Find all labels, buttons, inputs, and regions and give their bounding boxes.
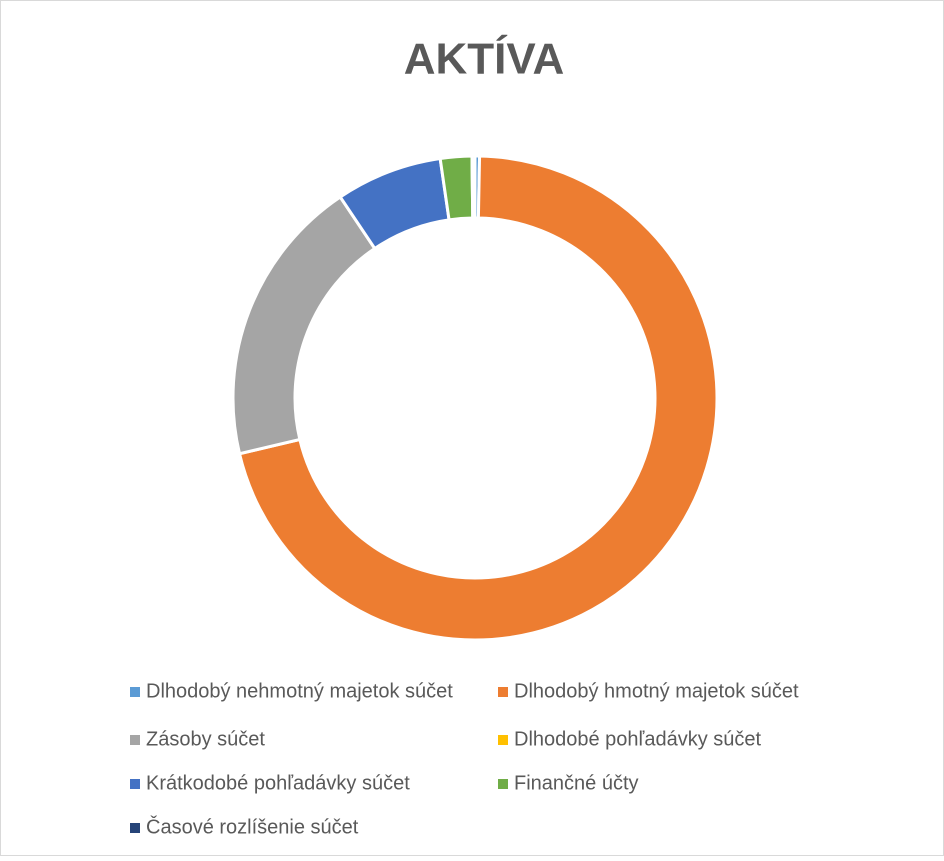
legend-label: Krátkodobé pohľadávky súčet xyxy=(146,772,410,794)
legend-marker xyxy=(498,735,508,745)
donut-segment xyxy=(470,154,477,220)
legend-label: Časové rozlíšenie súčet xyxy=(146,815,359,838)
chart-title: AKTÍVA xyxy=(404,34,565,84)
legend-marker xyxy=(130,779,140,789)
legend-label: Dlhodobé pohľadávky súčet xyxy=(514,728,762,750)
legend-marker xyxy=(130,687,140,697)
donut-segment xyxy=(237,154,719,642)
legend-marker xyxy=(130,735,140,745)
legend-label: Dlhodobý hmotný majetok súčet xyxy=(514,680,799,702)
legend-label: Dlhodobý nehmotný majetok súčet xyxy=(146,680,453,702)
legend-marker xyxy=(498,779,508,789)
legend-marker xyxy=(498,687,508,697)
legend-marker xyxy=(130,823,140,833)
legend-label: Zásoby súčet xyxy=(146,728,265,750)
legend-label: Finančné účty xyxy=(514,772,639,794)
